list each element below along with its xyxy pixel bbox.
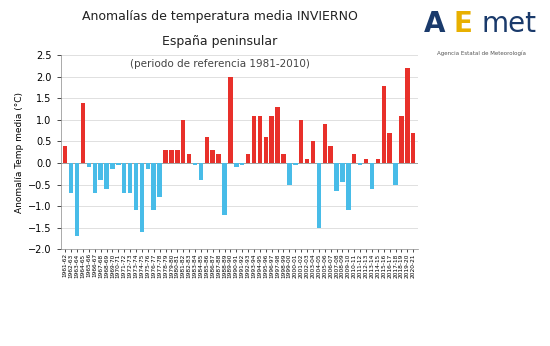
Bar bbox=[328, 146, 333, 163]
Bar bbox=[128, 163, 133, 193]
Text: A: A bbox=[425, 10, 446, 38]
Text: Anomalías de temperatura media INVIERNO: Anomalías de temperatura media INVIERNO bbox=[82, 10, 358, 24]
Bar bbox=[323, 124, 327, 163]
Text: Agencia Estatal de Meteorología: Agencia Estatal de Meteorología bbox=[437, 51, 526, 56]
Bar bbox=[258, 116, 262, 163]
Bar bbox=[151, 163, 156, 210]
Bar bbox=[311, 142, 315, 163]
Bar bbox=[134, 163, 138, 210]
Bar bbox=[346, 163, 350, 210]
Bar bbox=[411, 133, 415, 163]
Bar bbox=[305, 159, 309, 163]
Bar bbox=[246, 154, 250, 163]
Bar bbox=[175, 150, 179, 163]
Bar bbox=[317, 163, 321, 228]
Bar bbox=[293, 163, 298, 165]
Bar bbox=[376, 159, 380, 163]
Text: met: met bbox=[481, 10, 536, 38]
Bar bbox=[352, 154, 356, 163]
Bar bbox=[382, 85, 386, 163]
Bar bbox=[299, 120, 304, 163]
Bar bbox=[216, 154, 221, 163]
Bar bbox=[181, 120, 185, 163]
Bar bbox=[228, 77, 233, 163]
Bar bbox=[334, 163, 339, 191]
Bar bbox=[116, 163, 120, 165]
Bar bbox=[405, 68, 410, 163]
Bar bbox=[86, 163, 91, 167]
Bar bbox=[399, 116, 404, 163]
Bar bbox=[163, 150, 168, 163]
Bar bbox=[370, 163, 374, 189]
Bar bbox=[169, 150, 174, 163]
Bar bbox=[104, 163, 109, 189]
Bar bbox=[81, 103, 85, 163]
Bar bbox=[110, 163, 114, 170]
Bar bbox=[75, 163, 79, 236]
Bar bbox=[387, 133, 392, 163]
Bar bbox=[92, 163, 97, 193]
Text: E: E bbox=[453, 10, 472, 38]
Bar bbox=[140, 163, 144, 232]
Bar bbox=[364, 159, 368, 163]
Bar bbox=[69, 163, 73, 193]
Bar bbox=[281, 154, 285, 163]
Bar bbox=[193, 163, 197, 165]
Bar bbox=[211, 150, 215, 163]
Bar bbox=[157, 163, 162, 198]
Bar bbox=[263, 137, 268, 163]
Bar bbox=[187, 154, 191, 163]
Bar bbox=[98, 163, 103, 180]
Bar bbox=[63, 146, 68, 163]
Bar bbox=[234, 163, 239, 167]
Text: (periodo de referencia 1981-2010): (periodo de referencia 1981-2010) bbox=[130, 59, 310, 69]
Text: España peninsular: España peninsular bbox=[162, 35, 278, 48]
Bar bbox=[276, 107, 280, 163]
Bar bbox=[252, 116, 256, 163]
Bar bbox=[122, 163, 127, 193]
Y-axis label: Anomalía Temp media (°C): Anomalía Temp media (°C) bbox=[15, 92, 24, 213]
Bar bbox=[146, 163, 150, 170]
Bar bbox=[340, 163, 345, 182]
Bar bbox=[222, 163, 227, 215]
Bar bbox=[199, 163, 203, 180]
Bar bbox=[393, 163, 398, 184]
Bar bbox=[205, 137, 209, 163]
Bar bbox=[240, 163, 244, 165]
Bar bbox=[358, 163, 362, 165]
Bar bbox=[287, 163, 292, 184]
Bar bbox=[270, 116, 274, 163]
